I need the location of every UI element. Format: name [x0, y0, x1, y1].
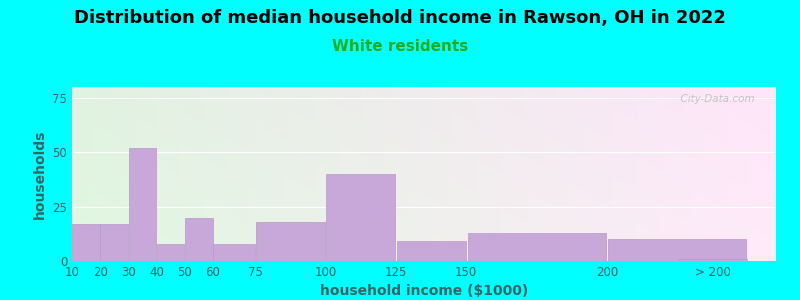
Bar	[72, 224, 100, 261]
Bar	[397, 242, 466, 261]
Bar	[157, 244, 184, 261]
Bar	[256, 222, 325, 261]
Bar	[129, 148, 156, 261]
Text: White residents: White residents	[332, 39, 468, 54]
X-axis label: household income ($1000): household income ($1000)	[320, 284, 528, 298]
Text: City-Data.com: City-Data.com	[674, 94, 755, 104]
Bar	[101, 224, 128, 261]
Y-axis label: households: households	[33, 129, 46, 219]
Bar	[678, 259, 747, 261]
Text: Distribution of median household income in Rawson, OH in 2022: Distribution of median household income …	[74, 9, 726, 27]
Bar	[326, 174, 395, 261]
Bar	[609, 239, 746, 261]
Bar	[468, 233, 606, 261]
Bar	[185, 218, 213, 261]
Bar	[214, 244, 254, 261]
